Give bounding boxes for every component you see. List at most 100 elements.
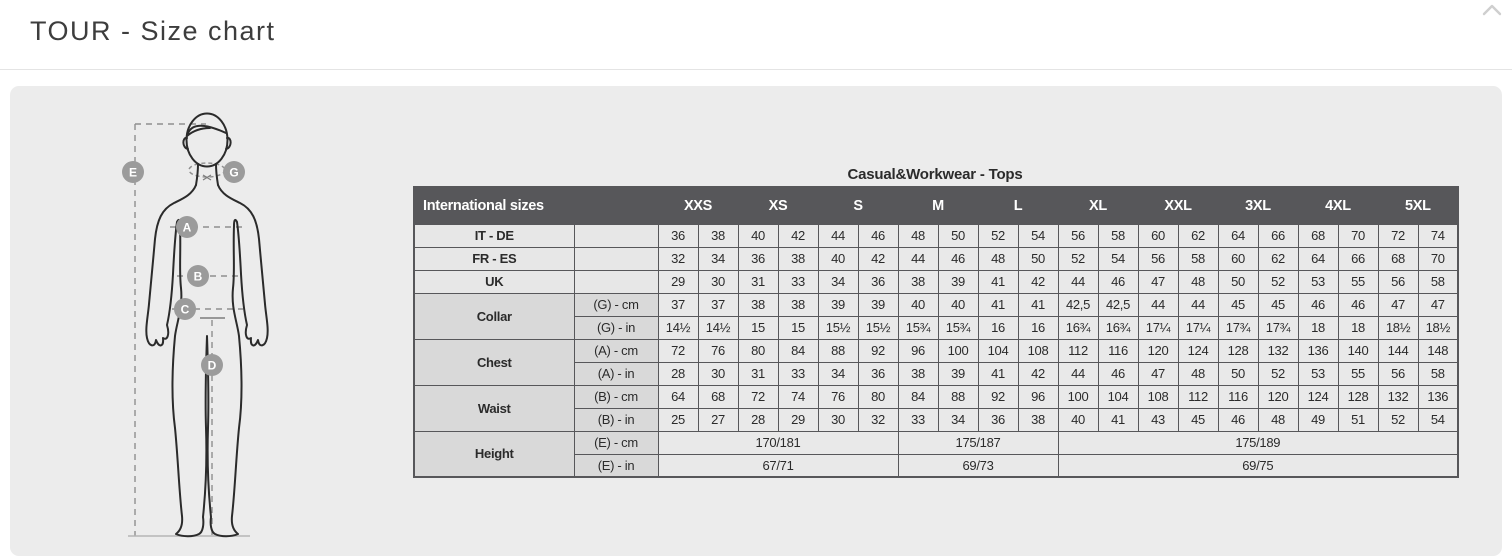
row-sub-empty	[573, 246, 659, 271]
size-header-M: M	[897, 186, 979, 225]
size-cell: 68	[697, 384, 739, 409]
size-cell: 136	[1417, 384, 1459, 409]
size-cell: 55	[1337, 269, 1379, 294]
size-cell: 18	[1337, 315, 1379, 340]
size-cell: 47	[1137, 361, 1179, 386]
size-span-cell: 170/181	[657, 430, 899, 455]
table-row: Waist (B) - cm 64 68 72 74 76 80 84 88 92 96 100 104 1…	[413, 384, 1459, 432]
size-cell: 50	[1217, 269, 1259, 294]
size-cell: 52	[1057, 246, 1099, 271]
size-cell: 41	[977, 269, 1019, 294]
size-cell: 36	[857, 269, 899, 294]
size-span-cell: 69/75	[1057, 453, 1459, 478]
size-cell: 18	[1297, 315, 1339, 340]
size-table: International sizes XXS XS S M L XL XXL 3XL 4XL 5X…	[413, 186, 1460, 478]
size-cell: 14½	[697, 315, 739, 340]
size-cell: 116	[1217, 384, 1259, 409]
row-label: FR - ES	[413, 246, 575, 271]
size-cell: 41	[1097, 407, 1139, 432]
size-cell: 58	[1097, 223, 1139, 248]
size-cell: 74	[1417, 223, 1459, 248]
size-cell: 58	[1417, 269, 1459, 294]
size-cell: 32	[857, 407, 899, 432]
table-row: IT - DE 36 38 40 42 44 46 48 50 52 54 56 58 60 62 64 66 6…	[413, 223, 1459, 248]
badge-A-label: A	[183, 221, 192, 235]
size-cell: 47	[1137, 269, 1179, 294]
row-unit-label: (A) - cm	[573, 338, 659, 363]
size-header-XS: XS	[737, 186, 819, 225]
size-cell: 58	[1177, 246, 1219, 271]
size-cell: 46	[1097, 361, 1139, 386]
size-cell: 48	[897, 223, 939, 248]
size-cell: 34	[817, 269, 859, 294]
corner-empty	[573, 186, 659, 225]
size-cell: 54	[1417, 407, 1459, 432]
row-label: IT - DE	[413, 223, 575, 248]
size-cell: 29	[657, 269, 699, 294]
size-cell: 42	[1017, 361, 1059, 386]
size-cell: 45	[1257, 292, 1299, 317]
chevron-up-icon[interactable]	[1482, 3, 1502, 17]
size-cell: 15	[777, 315, 819, 340]
size-cell: 66	[1257, 223, 1299, 248]
size-cell: 41	[977, 292, 1019, 317]
size-cell: 39	[817, 292, 859, 317]
size-cell: 48	[977, 246, 1019, 271]
size-cell: 32	[657, 246, 699, 271]
size-cell: 56	[1377, 361, 1419, 386]
row-sub-empty	[573, 223, 659, 248]
size-cell: 132	[1257, 338, 1299, 363]
size-cell: 33	[777, 361, 819, 386]
size-cell: 16	[1017, 315, 1059, 340]
size-cell: 52	[1377, 407, 1419, 432]
badge-C	[174, 298, 196, 320]
size-cell: 34	[817, 361, 859, 386]
size-cell: 112	[1177, 384, 1219, 409]
size-cell: 40	[1057, 407, 1099, 432]
size-cell: 52	[1257, 361, 1299, 386]
size-cell: 46	[857, 223, 899, 248]
row-unit-label: (G) - cm	[573, 292, 659, 317]
row-label: Height	[413, 430, 575, 478]
corner-label: International sizes	[413, 186, 575, 225]
size-cell: 64	[1297, 246, 1339, 271]
size-cell: 34	[697, 246, 739, 271]
size-cell: 46	[1297, 292, 1339, 317]
size-cell: 72	[1377, 223, 1419, 248]
size-span-cell: 67/71	[657, 453, 899, 478]
size-cell: 100	[937, 338, 979, 363]
size-cell: 45	[1177, 407, 1219, 432]
page-title: TOUR - Size chart	[30, 16, 276, 46]
table-row: Chest (A) - cm 72 76 80 84 88 92 96 100 104 108 112 1…	[413, 338, 1459, 386]
size-cell: 84	[897, 384, 939, 409]
row-sub-empty	[573, 269, 659, 294]
row-label: Waist	[413, 384, 575, 432]
size-cell: 16¾	[1057, 315, 1099, 340]
size-table-body: International sizes XXS XS S M L XL XXL 3XL 4XL 5X…	[413, 186, 1459, 478]
size-cell: 56	[1057, 223, 1099, 248]
size-cell: 40	[737, 223, 779, 248]
size-cell: 46	[1097, 269, 1139, 294]
size-cell: 96	[897, 338, 939, 363]
row-unit-label: (B) - in	[573, 407, 659, 432]
body-measurement-diagram: E G A B C D	[110, 96, 320, 548]
size-cell: 53	[1297, 361, 1339, 386]
size-cell: 36	[857, 361, 899, 386]
size-cell: 76	[817, 384, 859, 409]
table-row: (A) - in 28 30 31 33 34 36 38 39 41 42 44 46 47 48 50 52…	[414, 361, 1459, 386]
size-cell: 46	[1337, 292, 1379, 317]
size-cell: 15½	[817, 315, 859, 340]
size-table-section: Casual&Workwear - Tops International siz…	[413, 166, 1460, 478]
row-unit-label: (E) - cm	[573, 430, 659, 455]
size-cell: 74	[777, 384, 819, 409]
badge-B	[187, 265, 209, 287]
size-cell: 14½	[657, 315, 699, 340]
size-cell: 33	[777, 269, 819, 294]
size-cell: 15¾	[937, 315, 979, 340]
size-cell: 18½	[1417, 315, 1459, 340]
size-cell: 44	[817, 223, 859, 248]
size-cell: 44	[1057, 269, 1099, 294]
size-cell: 92	[857, 338, 899, 363]
size-header-L: L	[977, 186, 1059, 225]
size-cell: 16	[977, 315, 1019, 340]
